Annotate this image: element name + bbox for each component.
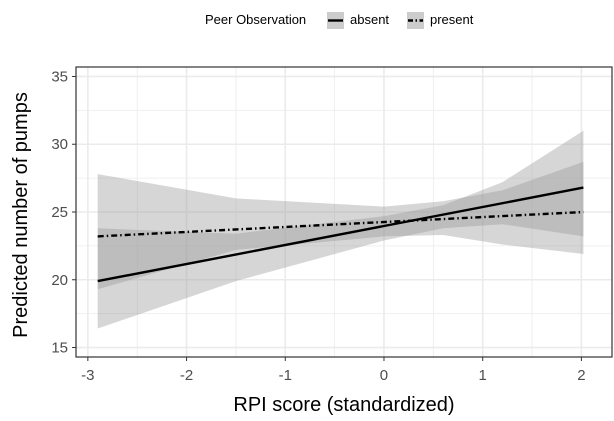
y-tick-label: 20 xyxy=(51,272,68,289)
series-line-absent xyxy=(97,186,584,283)
legend-label-absent: absent xyxy=(350,12,389,27)
plot-area xyxy=(75,66,613,358)
x-axis-title: RPI score (standardized) xyxy=(233,394,454,416)
y-tick-label: 30 xyxy=(51,136,68,153)
series-line-present xyxy=(97,210,584,238)
y-tick-label: 25 xyxy=(51,204,68,221)
x-tick-label: -1 xyxy=(279,367,292,384)
ci-ribbon-present xyxy=(97,161,584,290)
x-tick-label: 0 xyxy=(380,367,388,384)
ci-ribbon-absent xyxy=(97,130,584,329)
legend-label-present: present xyxy=(430,12,474,27)
y-tick-label: 15 xyxy=(51,340,68,357)
y-axis-title: Predicted number of pumps xyxy=(10,92,32,338)
x-tick-label: 1 xyxy=(479,367,487,384)
x-tick-label: 2 xyxy=(577,367,585,384)
x-tick-label: -2 xyxy=(180,367,193,384)
x-tick-label: -3 xyxy=(81,367,94,384)
legend: Peer Observation absent present xyxy=(205,12,474,29)
legend-title: Peer Observation xyxy=(205,12,306,27)
y-tick-label: 35 xyxy=(51,68,68,85)
axes: -3 -2 -1 0 1 2 15 20 25 30 35 xyxy=(51,68,585,384)
legend-key-absent xyxy=(327,12,344,29)
legend-key-present xyxy=(407,12,424,29)
